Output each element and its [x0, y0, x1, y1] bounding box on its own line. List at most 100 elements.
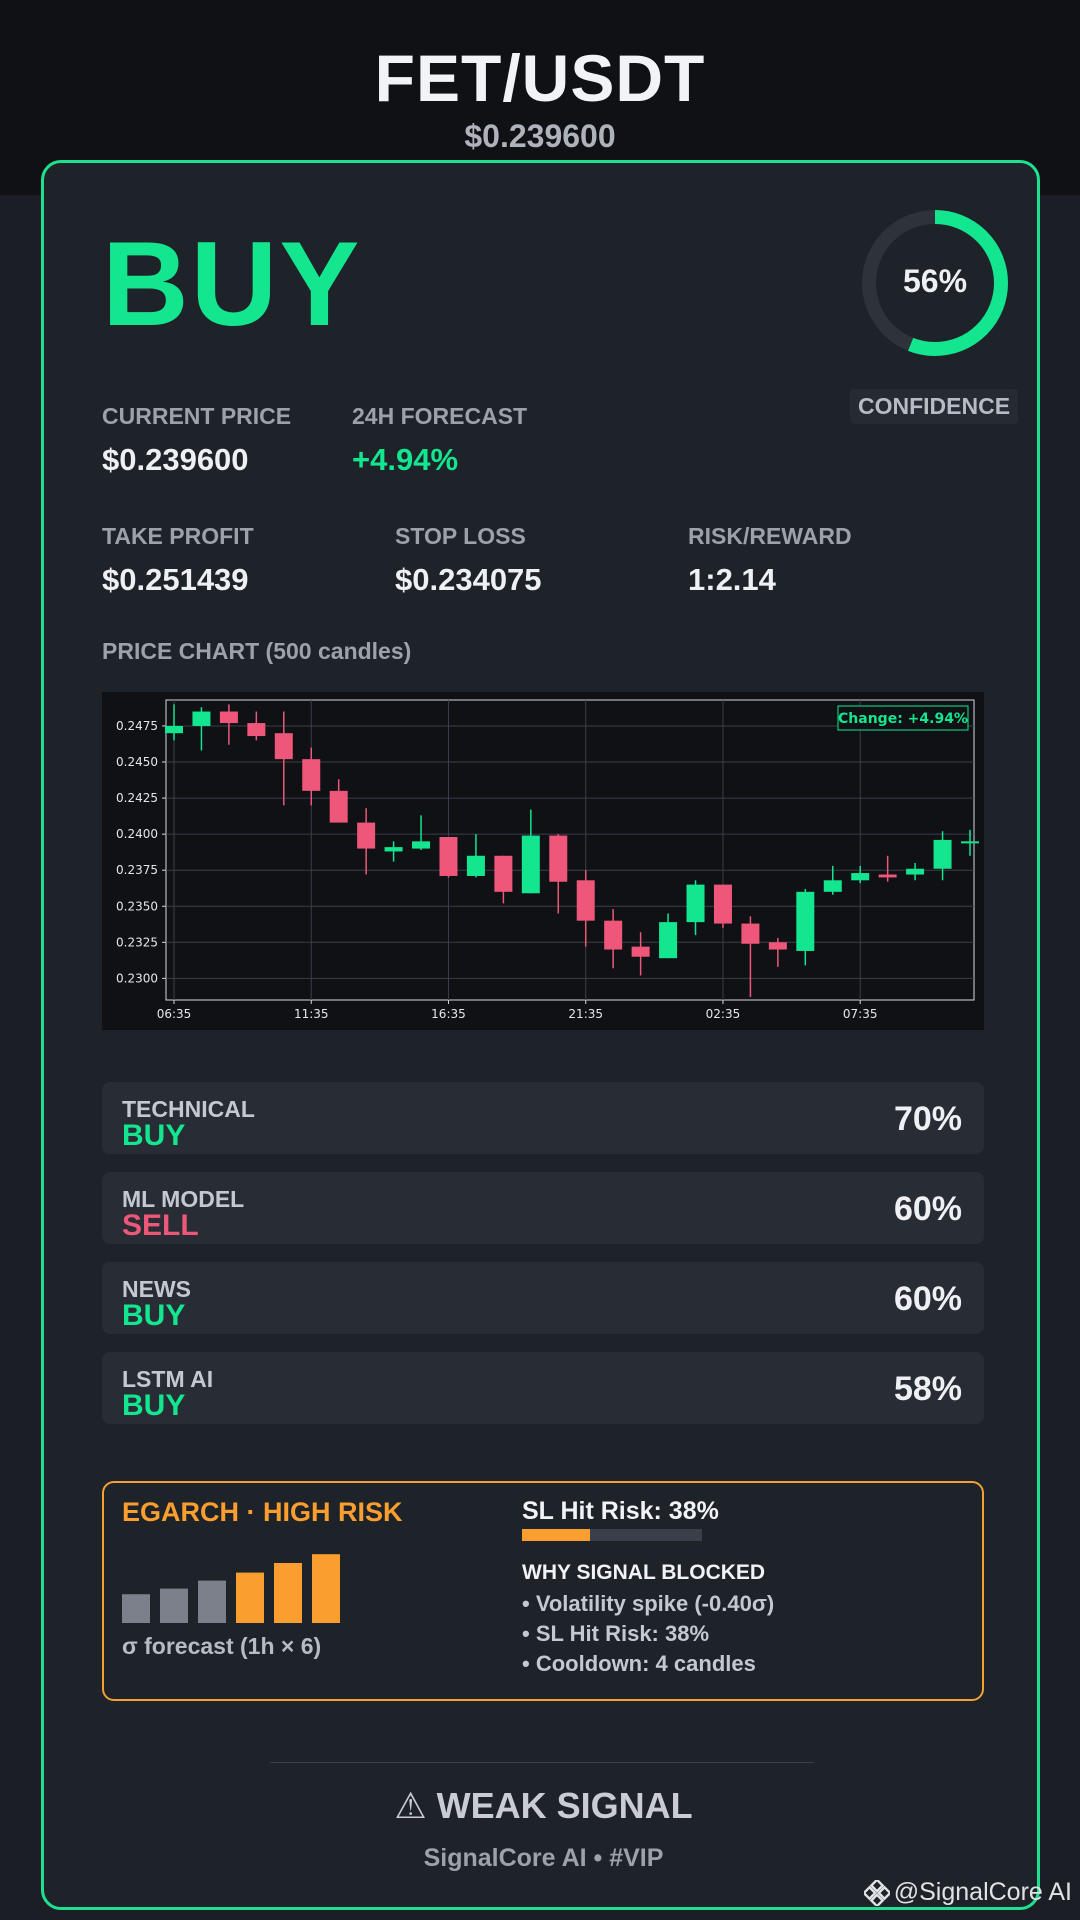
stop-loss-label: STOP LOSS	[395, 523, 526, 549]
confidence-value: 56%	[902, 263, 968, 299]
sigma-bar	[122, 1594, 150, 1623]
x-tick-label: 11:35	[294, 1007, 329, 1021]
watermark: @SignalCore AI	[863, 1878, 1072, 1907]
source-name: TECHNICAL	[122, 1096, 255, 1122]
candle-body	[713, 884, 732, 924]
source-name: NEWS	[122, 1276, 191, 1302]
candle-body	[494, 855, 513, 892]
sigma-label: σ forecast (1h × 6)	[122, 1633, 322, 1659]
risk-title: EGARCH · HIGH RISK	[122, 1497, 403, 1527]
take-profit-label: TAKE PROFIT	[102, 523, 254, 549]
candle-body	[274, 733, 293, 760]
divider	[270, 1762, 814, 1763]
diamond-logo-icon	[863, 1879, 890, 1906]
candle-body	[412, 841, 431, 849]
candle-body	[741, 923, 760, 944]
source-name: ML MODEL	[122, 1186, 245, 1212]
candle-body	[384, 847, 403, 852]
confidence-label: CONFIDENCE	[850, 389, 1019, 424]
why-reason: • Volatility spike (-0.40σ)	[522, 1591, 775, 1616]
candle-body	[796, 891, 815, 951]
candle-body	[768, 942, 787, 950]
pair-price: $0.239600	[464, 118, 616, 154]
candle-body	[192, 711, 211, 726]
risk-reward-value: 1:2.14	[688, 562, 776, 597]
y-tick-label: 0.2325	[116, 935, 158, 949]
candle-body	[933, 839, 952, 869]
candle-body	[961, 841, 979, 844]
why-reason: • SL Hit Risk: 38%	[522, 1621, 710, 1646]
source-percent: 58%	[893, 1370, 962, 1408]
sigma-bar	[274, 1563, 302, 1623]
sigma-bar	[312, 1554, 340, 1623]
candle-body	[549, 835, 568, 882]
why-blocked-title: WHY SIGNAL BLOCKED	[522, 1561, 766, 1584]
change-annotation-box	[837, 705, 969, 731]
candle-body	[823, 880, 842, 892]
x-tick-label: 07:35	[843, 1007, 878, 1021]
candle-body	[466, 855, 485, 876]
candle-body	[521, 835, 540, 894]
candle-body	[439, 837, 458, 876]
why-reason: • Cooldown: 4 candles	[522, 1651, 756, 1676]
source-row-technical: TECHNICAL BUY 70%	[102, 1082, 984, 1154]
source-percent: 70%	[893, 1100, 962, 1138]
confidence-gauge	[862, 210, 1008, 356]
forecast-value: +4.94%	[352, 442, 459, 477]
candle-body	[659, 922, 678, 959]
y-tick-label: 0.2350	[116, 899, 158, 913]
source-name: LSTM AI	[122, 1366, 214, 1392]
price-chart: 0.2475 0.2450 0.2425 0.2400 0.2375 0.2350 0.23…	[102, 692, 984, 1030]
chart-title: PRICE CHART (500 candles)	[102, 638, 412, 664]
verdict-text: ⚠ WEAK SIGNAL	[394, 1785, 693, 1826]
pair-title: FET/USDT	[374, 41, 706, 115]
candle-body	[686, 884, 705, 923]
current-price-value: $0.239600	[102, 442, 249, 477]
risk-reward-label: RISK/REWARD	[688, 523, 852, 549]
sigma-forecast-bars	[122, 1554, 340, 1623]
current-price-label: CURRENT PRICE	[102, 403, 292, 429]
y-tick-label: 0.2375	[116, 863, 158, 877]
source-signal: BUY	[122, 1119, 186, 1152]
source-percent: 60%	[893, 1190, 962, 1228]
y-tick-label: 0.2475	[116, 719, 158, 733]
candle-body	[165, 725, 183, 734]
candle-body	[329, 790, 348, 823]
candle-body	[302, 759, 321, 791]
candle-body	[878, 874, 897, 878]
gauge-fill	[862, 210, 1008, 356]
signal-card: BUY 56% CONFIDENCE CURRENT PRICE $0.2396…	[41, 160, 1040, 1910]
candle-body	[576, 880, 595, 921]
sigma-bar	[198, 1580, 226, 1623]
y-tick-label: 0.2450	[116, 755, 158, 769]
x-tick-label: 02:35	[706, 1007, 741, 1021]
footer-brand: SignalCore AI • #VIP	[423, 1844, 664, 1872]
y-tick-label: 0.2400	[116, 827, 158, 841]
take-profit-value: $0.251439	[102, 562, 249, 597]
sl-hit-risk-bar	[522, 1529, 702, 1541]
price-chart-svg: 0.2475 0.2450 0.2425 0.2400 0.2375 0.2350 0.23…	[116, 699, 979, 1021]
sl-hit-risk-fill	[522, 1529, 591, 1541]
source-signal: SELL	[122, 1209, 199, 1242]
candle-body	[219, 711, 238, 724]
candle-body	[851, 873, 870, 881]
source-row-ml-model: ML MODEL SELL 60%	[102, 1172, 984, 1244]
plot-frame	[165, 699, 975, 1001]
candle-body	[604, 920, 623, 950]
sl-hit-risk-title: SL Hit Risk: 38%	[522, 1497, 719, 1525]
candle-body	[631, 946, 650, 957]
candle-body	[906, 868, 925, 875]
sigma-bar	[160, 1588, 188, 1623]
source-signal: BUY	[122, 1389, 186, 1422]
stop-loss-value: $0.234075	[395, 562, 542, 597]
x-tick-label: 21:35	[568, 1007, 603, 1021]
candle-body	[357, 822, 376, 849]
sigma-bar	[236, 1572, 264, 1623]
source-percent: 60%	[893, 1280, 962, 1318]
watermark-text: @SignalCore AI	[893, 1878, 1072, 1906]
change-annotation: Change: +4.94%	[838, 711, 968, 727]
source-row-news: NEWS BUY 60%	[102, 1262, 984, 1334]
x-tick-label: 16:35	[431, 1007, 466, 1021]
x-tick-label: 06:35	[157, 1007, 192, 1021]
signal-action: BUY	[102, 217, 362, 351]
